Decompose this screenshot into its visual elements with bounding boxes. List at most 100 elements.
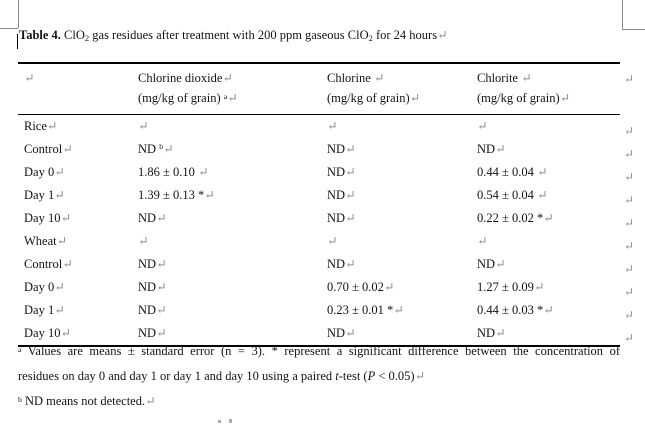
table-cell: ND↵ bbox=[477, 138, 620, 161]
table-row[interactable]: Rice↵ ↵ ↵ ↵ ↵ bbox=[18, 115, 634, 138]
residues-table: ↵ Chlorine dioxide↵ (mg/kg of grain) a↵ … bbox=[18, 62, 634, 347]
row-label: Control bbox=[24, 141, 63, 156]
table-cell: ND↵ bbox=[477, 253, 620, 276]
footnote-ref-a: a bbox=[223, 91, 228, 101]
table-cell: 0.22 ± 0.02 *↵ bbox=[477, 207, 620, 230]
cell-end-mark: ↵ bbox=[373, 70, 385, 85]
cell-end-mark: ↵ bbox=[156, 279, 167, 294]
cell-end-mark: ↵ bbox=[156, 302, 167, 317]
table-row[interactable]: Wheat↵ ↵ ↵ ↵ ↵ bbox=[18, 230, 634, 253]
table-cell: 1.39 ± 0.13 *↵ bbox=[138, 184, 327, 207]
table-row[interactable]: Day 0↵ ND↵ 0.70 ± 0.02↵ 1.27 ± 0.09↵ ↵ bbox=[18, 276, 634, 299]
cell-value: ND bbox=[327, 164, 346, 179]
cell-value: ND bbox=[327, 210, 346, 225]
cell-end-mark: ↵ bbox=[54, 279, 65, 294]
cell-end-mark: ↵ bbox=[533, 279, 545, 294]
cell-value: ND bbox=[138, 325, 157, 340]
cell-end-mark: ↵ bbox=[204, 187, 215, 202]
cell-end-mark: ↵ bbox=[227, 91, 238, 105]
caption-number: Table 4. bbox=[19, 28, 61, 42]
cell-end-mark: ↵ bbox=[345, 210, 356, 225]
table-cell: ↵ bbox=[477, 115, 620, 138]
cell-value: ND bbox=[138, 210, 157, 225]
cell-end-mark: ↵ bbox=[345, 325, 356, 340]
cell-end-mark: ↵ bbox=[62, 141, 73, 156]
table-row[interactable]: Control↵ ND b↵ ND↵ ND↵ ↵ bbox=[18, 138, 634, 161]
footnote-b[interactable]: b ND means not detected.↵ bbox=[18, 393, 620, 409]
row-label-cell: Day 1↵ bbox=[18, 184, 138, 207]
table-cell: 0.70 ± 0.02↵ bbox=[327, 276, 477, 299]
row-label: Wheat bbox=[24, 233, 57, 248]
paragraph-mark: ↵ bbox=[414, 369, 426, 383]
cell-end-mark: ↵ bbox=[543, 210, 554, 225]
row-label-cell: Control↵ bbox=[18, 253, 138, 276]
column-unit: (mg/kg of grain) bbox=[138, 91, 224, 105]
row-end-mark: ↵ bbox=[624, 192, 635, 207]
cutoff-text-fragment bbox=[218, 420, 221, 423]
cell-end-mark: ↵ bbox=[60, 325, 71, 340]
caption-text: ClO bbox=[60, 28, 85, 42]
cell-value: 0.44 ± 0.03 * bbox=[477, 302, 544, 317]
table-cell: ND↵ bbox=[138, 276, 327, 299]
table-caption[interactable]: Table 4. ClO2 gas residues after treatme… bbox=[19, 27, 448, 43]
row-label-cell: Rice↵ bbox=[18, 115, 138, 138]
row-label-cell: Control↵ bbox=[18, 138, 138, 161]
row-label: Control bbox=[24, 256, 63, 271]
table-body: Rice↵ ↵ ↵ ↵ ↵ Control↵ ND b↵ ND↵ ND↵ ↵ D… bbox=[18, 115, 634, 345]
row-end-mark: ↵ bbox=[624, 307, 635, 322]
margin-boundary-mark-top-left bbox=[18, 0, 19, 28]
footnote-a-line1[interactable]: a Values are means ± standard error (n =… bbox=[18, 343, 620, 359]
row-end-mark: ↵ bbox=[624, 146, 635, 161]
margin-boundary-mark-top-left bbox=[0, 28, 18, 29]
table-cell: ND↵ bbox=[138, 322, 327, 345]
cell-end-mark: ↵ bbox=[54, 187, 65, 202]
header-cell-chlorine-dioxide: Chlorine dioxide↵ (mg/kg of grain) a↵ bbox=[138, 68, 327, 109]
cutoff-text-fragment bbox=[229, 419, 232, 423]
column-title: Chlorine dioxide bbox=[138, 70, 223, 85]
table-row[interactable]: Control↵ ND↵ ND↵ ND↵ ↵ bbox=[18, 253, 634, 276]
row-label: Day 10 bbox=[24, 325, 61, 340]
row-end-mark: ↵ bbox=[624, 215, 635, 230]
cell-end-mark: ↵ bbox=[383, 279, 395, 294]
table-row[interactable]: Day 10↵ ND↵ ND↵ 0.22 ± 0.02 *↵ ↵ bbox=[18, 207, 634, 230]
row-label-cell: Day 0↵ bbox=[18, 161, 138, 184]
column-title: Chlorite bbox=[477, 70, 522, 85]
table-row[interactable]: Day 1↵ ND↵ 0.23 ± 0.01 *↵ 0.44 ± 0.03 *↵… bbox=[18, 299, 634, 322]
paragraph-mark: ↵ bbox=[437, 28, 448, 42]
table-row[interactable]: Day 1↵ 1.39 ± 0.13 *↵ ND↵ 0.54 ± 0.04 ↵ … bbox=[18, 184, 634, 207]
footnote-marker-b: b bbox=[18, 394, 22, 404]
italic-t: t bbox=[335, 369, 339, 383]
table-row[interactable]: Day 10↵ ND↵ ND↵ ND↵ ↵ bbox=[18, 322, 634, 345]
cell-value: 0.54 ± 0.04 bbox=[477, 187, 537, 202]
table-row[interactable]: Day 0↵ 1.86 ± 0.10 ↵ ND↵ 0.44 ± 0.04 ↵ ↵ bbox=[18, 161, 634, 184]
cell-end-mark: ↵ bbox=[393, 302, 404, 317]
row-label: Day 1 bbox=[24, 302, 55, 317]
cell-end-mark: ↵ bbox=[156, 325, 167, 340]
row-end-mark: ↵ bbox=[624, 238, 635, 253]
cell-end-mark: ↵ bbox=[156, 210, 167, 225]
cell-value: 1.86 ± 0.10 bbox=[138, 164, 198, 179]
cell-value: ND bbox=[327, 256, 346, 271]
cell-end-mark: ↵ bbox=[477, 233, 488, 248]
caption-text: gas residues after treatment with 200 pp… bbox=[89, 28, 369, 42]
cell-end-mark: ↵ bbox=[537, 164, 548, 179]
cell-end-mark: ↵ bbox=[163, 141, 174, 156]
table-cell: ND↵ bbox=[138, 299, 327, 322]
row-label: Day 1 bbox=[24, 187, 55, 202]
cell-value: ND bbox=[138, 302, 157, 317]
row-end-mark: ↵ bbox=[624, 123, 635, 138]
table-cell: ↵ bbox=[477, 230, 620, 253]
cell-end-mark: ↵ bbox=[24, 70, 35, 85]
row-end-mark: ↵ bbox=[624, 261, 635, 276]
column-unit: (mg/kg of grain) bbox=[477, 91, 560, 105]
footnote-a-line2[interactable]: residues on day 0 and day 1 or day 1 and… bbox=[18, 368, 620, 384]
table-cell: ND↵ bbox=[327, 207, 477, 230]
row-label: Day 0 bbox=[24, 279, 55, 294]
cell-value: 1.27 ± 0.09 bbox=[477, 279, 534, 294]
cell-value: 0.23 ± 0.01 * bbox=[327, 302, 394, 317]
table-header-row[interactable]: ↵ Chlorine dioxide↵ (mg/kg of grain) a↵ … bbox=[18, 64, 634, 115]
header-cell-chlorite: Chlorite ↵ (mg/kg of grain)↵ bbox=[477, 68, 620, 109]
table-cell: 1.86 ± 0.10 ↵ bbox=[138, 161, 327, 184]
paragraph-mark: ↵ bbox=[145, 394, 156, 408]
